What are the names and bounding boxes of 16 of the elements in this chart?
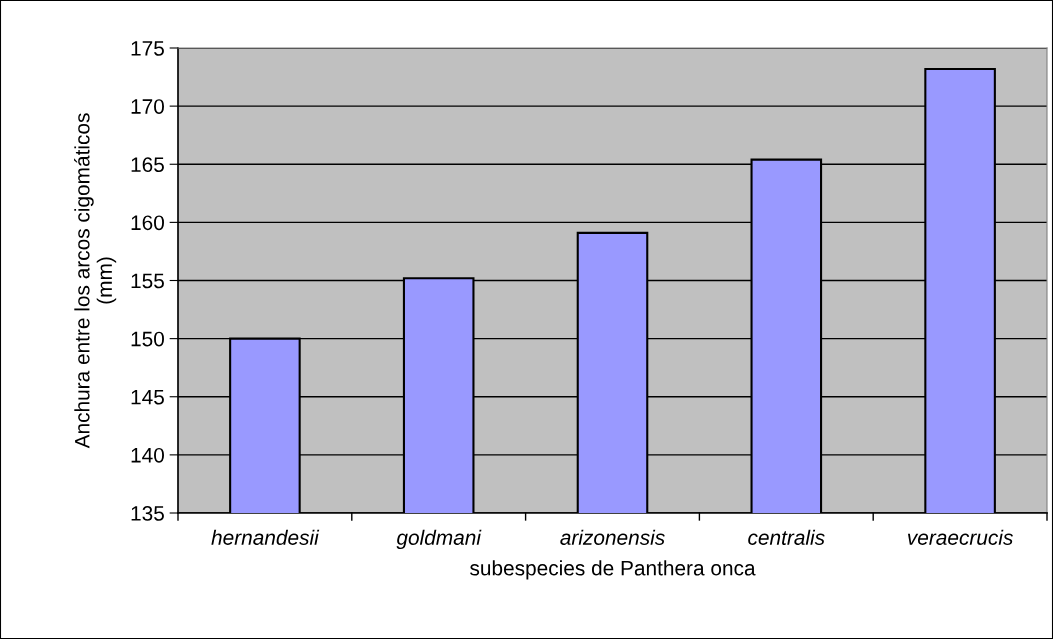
x-tick-label: arizonensis (560, 529, 665, 545)
y-tick-label: 135 (131, 506, 164, 521)
x-tick-label: hernandesii (211, 529, 320, 545)
y-tick-label: 150 (131, 331, 164, 347)
y-tick-label: 175 (131, 41, 164, 56)
x-tick-label: veraecrucis (907, 529, 1013, 545)
y-tick-label: 160 (131, 215, 164, 231)
y-tick-label: 170 (131, 99, 164, 114)
y-tick-label: 145 (131, 389, 164, 405)
y-axis-title: Anchura entre los arcos cigomáticos (mm) (74, 113, 117, 449)
x-tick-label: centralis (748, 529, 825, 545)
y-tick-label: 140 (131, 447, 164, 463)
x-axis-title: subespecies de Panthera onca (470, 560, 756, 580)
y-tick-label: 155 (131, 273, 164, 289)
y-tick-label: 165 (131, 157, 164, 172)
x-tick-label: goldmani (396, 529, 482, 550)
